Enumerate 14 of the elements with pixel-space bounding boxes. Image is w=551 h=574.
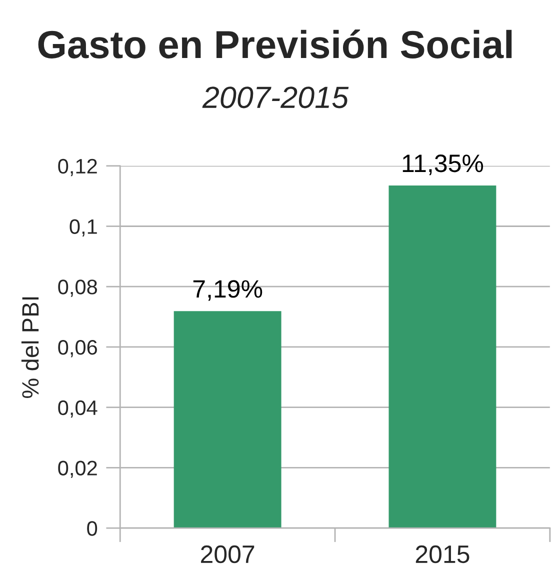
y-tick-label: 0,1 <box>70 219 97 236</box>
y-tick-label: 0 <box>87 521 98 536</box>
data-label: 11,35% <box>402 154 484 176</box>
y-tick-label: 0,12 <box>58 158 97 176</box>
chart-subtitle: 2007-2015 <box>202 86 349 108</box>
data-label: 7,19% <box>193 280 262 301</box>
chart-title: Gasto en Previsión Social <box>38 30 512 58</box>
y-tick-label: 0,08 <box>58 280 97 297</box>
y-tick-label: 0,04 <box>58 400 98 418</box>
y-tick-label: 0,02 <box>58 460 97 478</box>
x-tick-label: 2007 <box>201 545 254 564</box>
y-axis-title: % del PBI <box>21 297 39 398</box>
x-tick-label: 2015 <box>416 545 470 564</box>
y-tick-label: 0,06 <box>58 340 97 358</box>
